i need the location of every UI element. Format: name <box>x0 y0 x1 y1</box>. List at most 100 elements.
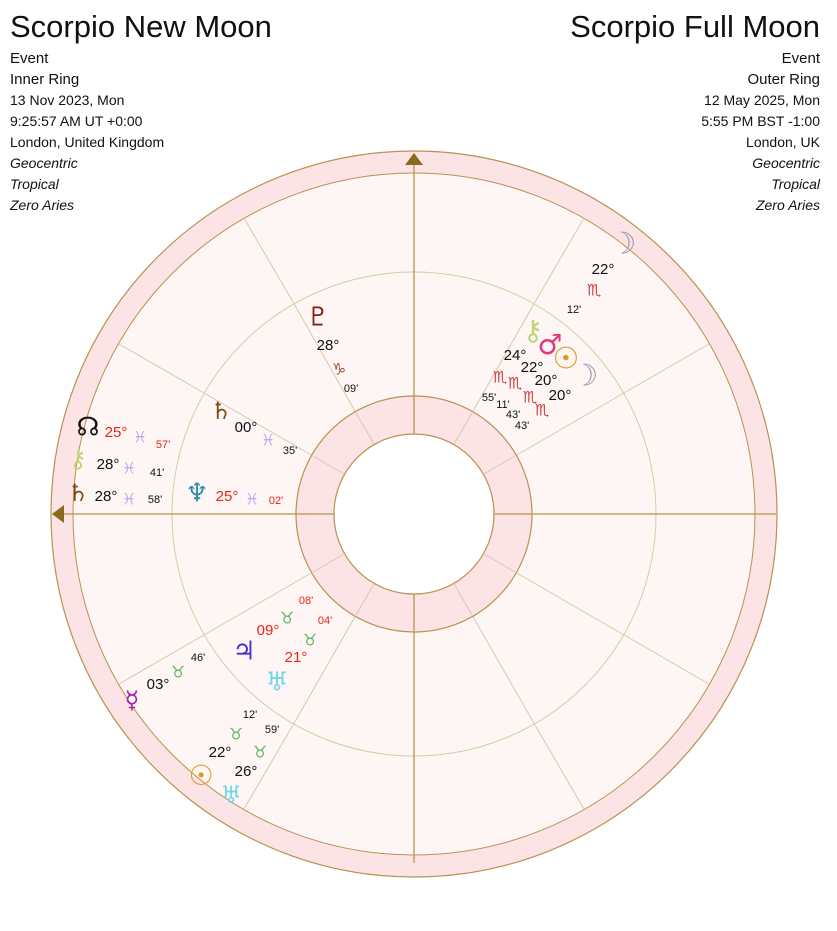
outer-chart-location: London, UK <box>746 134 820 150</box>
outer-chart-info: Scorpio Full Moon Event Outer Ring 12 Ma… <box>570 8 820 216</box>
inner-chart-date: 13 Nov 2023, Mon <box>10 92 125 108</box>
degree-label: 09° <box>257 622 280 639</box>
zodiac-sign-icon: ♉ <box>229 725 243 744</box>
inner-chart-zodiac-line: Zero Aries <box>10 197 75 213</box>
chiron-icon: ⚷ <box>69 445 87 473</box>
outer-chart-time: 5:55 PM BST -1:00 <box>701 113 820 129</box>
outer-chart-zodiac-line: Zero Aries <box>755 197 820 213</box>
inner-chart-title: Scorpio New Moon <box>10 9 272 44</box>
inner-chart-type: Event <box>10 50 49 67</box>
minute-label: 02' <box>269 495 283 507</box>
placement-neptune: ♆ 25° ♓ 02' <box>185 479 283 509</box>
zodiac-sign-icon: ♏ <box>508 374 522 393</box>
mc-arrow-icon <box>405 153 423 165</box>
saturn-icon: ♄ <box>210 397 232 425</box>
moon-icon: ☽ <box>610 227 637 262</box>
outer-chart-zodiac-line: Tropical <box>771 176 820 192</box>
degree-label: 22° <box>592 261 615 278</box>
asc-arrow-icon <box>52 505 64 523</box>
placement-saturn: ♄00°♓ 35' <box>210 397 297 457</box>
outer-chart-title: Scorpio Full Moon <box>570 9 820 44</box>
minute-label: 46' <box>191 652 205 664</box>
outer-chart-date: 12 May 2025, Mon <box>704 92 820 108</box>
minute-label: 12' <box>243 709 257 721</box>
minute-label: 12' <box>567 304 581 316</box>
pluto-icon: ♇ <box>306 303 329 333</box>
jupiter-icon: ♃ <box>232 637 255 667</box>
moon-icon: ☽ <box>572 359 599 394</box>
planet-placements: ☽22°♏12'⚷24°♏55'♂22°♏11'☉20°♏43'☽20°♏43'… <box>67 227 636 810</box>
minute-label: 09' <box>344 383 358 395</box>
placement-node: ☊ 25° ♓ 57' <box>76 413 170 451</box>
placement-sun: ☉20°♏43' <box>506 342 580 421</box>
degree-label: 28° <box>97 456 120 473</box>
zodiac-sign-icon: ♓ <box>261 431 275 450</box>
zodiac-sign-icon: ♏ <box>535 401 549 420</box>
degree-label: 26° <box>235 763 258 780</box>
mercury-icon: ☿ <box>125 686 140 714</box>
center-circle <box>333 433 495 595</box>
placement-mars: ♂22°♏11' <box>496 328 562 411</box>
placement-chiron: ⚷ 28° ♓ 41' <box>69 445 164 479</box>
placement-moon: ☽20°♏43' <box>515 359 599 432</box>
zodiac-sign-icon: ♓ <box>122 459 136 478</box>
zodiac-sign-icon: ♏ <box>587 281 601 300</box>
degree-label: 20° <box>549 387 572 404</box>
minute-label: 43' <box>506 409 520 421</box>
minute-label: 57' <box>156 439 170 451</box>
zodiac-sign-icon: ♉ <box>303 631 317 650</box>
placement-uranus: ♅26°♉59' <box>220 724 279 809</box>
zodiac-sign-icon: ♓ <box>122 490 136 509</box>
placement-sun: ☉22°♉12' <box>188 709 257 792</box>
sun-icon: ☉ <box>188 759 213 792</box>
placement-saturn: ♄ 28° ♓ 58' <box>67 479 162 509</box>
zodiac-sign-icon: ♉ <box>171 663 185 682</box>
degree-label: 28° <box>317 337 340 354</box>
outer-chart-zodiac-line: Geocentric <box>752 155 820 171</box>
placement-mercury: ☿ 03°♉ 46' <box>125 652 206 714</box>
zodiac-sign-icon: ♑ <box>332 360 346 379</box>
mars-icon: ♂ <box>537 328 562 361</box>
uranus-icon: ♅ <box>265 668 288 698</box>
neptune-icon: ♆ <box>185 479 208 509</box>
minute-label: 35' <box>283 445 297 457</box>
degree-label: 03° <box>147 676 170 693</box>
degree-label: 25° <box>105 424 128 441</box>
degree-label: 20° <box>535 372 558 389</box>
degree-label: 22° <box>521 359 544 376</box>
degree-label: 21° <box>285 649 308 666</box>
degree-label: 24° <box>504 347 527 364</box>
minute-label: 04' <box>318 615 332 627</box>
minute-label: 43' <box>515 420 529 432</box>
degree-label: 25° <box>216 488 239 505</box>
chiron-icon: ⚷ <box>523 314 544 347</box>
zodiac-sign-icon: ♉ <box>253 743 267 762</box>
minute-label: 41' <box>150 467 164 479</box>
placement-uranus: ♅ 21°♉04' <box>265 615 332 698</box>
inner-chart-zodiac-line: Geocentric <box>10 155 78 171</box>
zodiac-sign-icon: ♓ <box>245 490 259 509</box>
degree-label: 28° <box>95 488 118 505</box>
zodiac-sign-icon: ♓ <box>133 428 147 447</box>
inner-chart-ring: Inner Ring <box>10 71 80 88</box>
inner-house-lines <box>203 301 625 726</box>
inner-ring-house-lines <box>312 412 516 616</box>
main-axes <box>64 165 776 863</box>
zodiac-sign-icon: ♉ <box>280 609 294 628</box>
minute-label: 11' <box>496 399 510 411</box>
uranus-icon: ♅ <box>220 781 242 809</box>
placement-pluto: ♇ 28° ♑ 09' <box>306 303 358 395</box>
inner-chart-time: 9:25:57 AM UT +0:00 <box>10 113 143 129</box>
outer-chart-type: Event <box>781 50 820 67</box>
minute-label: 59' <box>265 724 279 736</box>
zodiac-sign-icon: ♏ <box>493 368 507 387</box>
inner-chart-location: London, United Kingdom <box>10 134 165 150</box>
minute-label: 58' <box>148 494 162 506</box>
placement-moon: ☽22° ♏ 12' <box>567 227 637 316</box>
placement-jupiter: ♃09°♉ 08' <box>232 595 313 667</box>
zodiac-sign-icon: ♏ <box>523 388 537 407</box>
inner-chart-zodiac-line: Tropical <box>10 176 59 192</box>
outer-chart-ring: Outer Ring <box>747 71 820 88</box>
node-icon: ☊ <box>76 413 99 443</box>
